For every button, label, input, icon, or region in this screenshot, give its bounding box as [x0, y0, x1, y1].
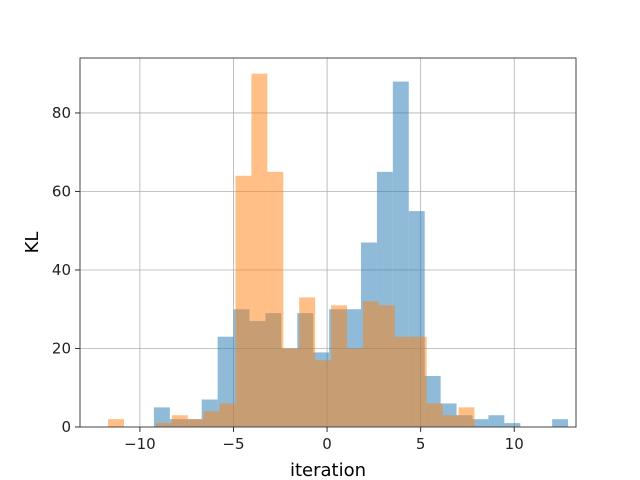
y-axis-label: KL — [22, 232, 43, 254]
y-tick-label: 0 — [61, 418, 71, 436]
histogram-bar — [426, 403, 443, 427]
x-tick-label: 0 — [322, 435, 332, 453]
histogram-bar — [410, 336, 427, 427]
histogram-bar — [187, 419, 204, 427]
histogram-bar — [299, 297, 316, 427]
y-tick-label: 20 — [52, 339, 71, 357]
histogram-bar — [267, 171, 284, 427]
histogram-bar — [458, 407, 475, 427]
histogram-bar — [315, 360, 332, 427]
y-tick-label: 80 — [52, 104, 71, 122]
histogram-bar — [331, 305, 347, 427]
x-axis-ticks: −10 −5 0 5 10 — [124, 427, 524, 453]
x-axis-label: iteration — [290, 460, 366, 480]
histogram-bar — [442, 415, 459, 427]
histogram-bar — [283, 348, 300, 427]
histogram-bar — [153, 407, 170, 427]
histogram-bar — [504, 423, 521, 427]
plot-frame — [79, 57, 577, 428]
histogram-bars — [108, 73, 569, 428]
histogram-bar — [251, 73, 268, 428]
histogram-bar — [219, 403, 236, 427]
histogram-bar — [155, 423, 172, 427]
histogram-bar — [378, 305, 395, 427]
histogram-bar — [552, 419, 569, 427]
y-tick-label: 60 — [52, 182, 71, 200]
x-tick-label: −10 — [124, 435, 156, 453]
histogram-bar — [235, 175, 252, 427]
y-axis-ticks: 0 20 40 60 80 — [52, 104, 80, 436]
histogram-bar — [362, 301, 379, 427]
histogram-bar — [108, 419, 125, 427]
histogram-bar — [346, 348, 363, 427]
histogram-bar — [171, 415, 188, 427]
histogram-bar — [203, 411, 220, 427]
histogram-bar — [394, 336, 411, 427]
histogram-bar — [472, 419, 489, 427]
histogram-bar — [488, 415, 505, 427]
x-tick-label: −5 — [222, 435, 244, 453]
x-tick-label: 5 — [416, 435, 426, 453]
x-tick-label: 10 — [505, 435, 524, 453]
series-1 — [108, 73, 475, 428]
y-tick-label: 40 — [52, 261, 71, 279]
